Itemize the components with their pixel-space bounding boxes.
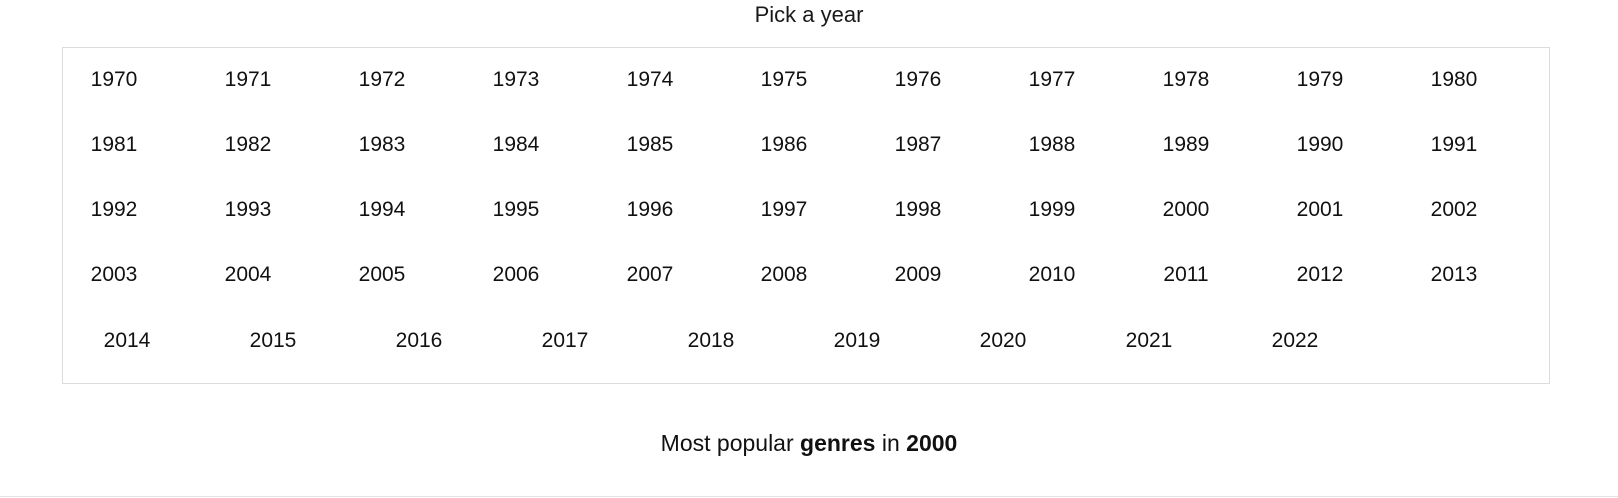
year-option[interactable]: 1972 xyxy=(358,68,406,91)
genres-heading-connector: in xyxy=(875,430,907,456)
year-option[interactable]: 1982 xyxy=(224,133,272,156)
year-option[interactable]: 2011 xyxy=(1163,263,1209,286)
year-option[interactable]: 2007 xyxy=(626,263,674,286)
section-divider xyxy=(0,496,1618,497)
year-option[interactable]: 2006 xyxy=(492,263,540,286)
year-option[interactable]: 2022 xyxy=(1271,329,1319,352)
year-option[interactable]: 1977 xyxy=(1028,68,1076,91)
genres-heading: Most popular genres in 2000 xyxy=(0,426,1618,460)
year-option[interactable]: 1990 xyxy=(1296,133,1344,156)
year-option[interactable]: 1998 xyxy=(894,198,942,221)
year-option[interactable]: 1986 xyxy=(760,133,808,156)
year-option[interactable]: 2018 xyxy=(687,329,735,352)
year-option[interactable]: 2021 xyxy=(1125,329,1173,352)
year-option[interactable]: 2014 xyxy=(103,329,151,352)
year-option[interactable]: 1974 xyxy=(626,68,674,91)
year-row: 1970 1971 1972 1973 1974 1975 1976 1977 1978 1979… xyxy=(63,60,1549,100)
year-option[interactable]: 1971 xyxy=(224,68,272,91)
year-option[interactable]: 2008 xyxy=(760,263,808,286)
genres-heading-prefix: Most popular xyxy=(660,430,801,456)
year-picker-grid: 1970 1971 1972 1973 1974 1975 1976 1977 1978 1979… xyxy=(62,47,1550,384)
year-option[interactable]: 2000 xyxy=(1162,198,1210,221)
year-option[interactable]: 2020 xyxy=(979,329,1027,352)
year-option[interactable]: 2003 xyxy=(90,263,138,286)
year-option[interactable]: 1980 xyxy=(1430,68,1478,91)
year-row: 1992 1993 1994 1995 1996 1997 1998 1999 2000 2001… xyxy=(63,190,1549,230)
year-option[interactable]: 1992 xyxy=(90,198,138,221)
year-option[interactable]: 1995 xyxy=(492,198,540,221)
year-option[interactable]: 1975 xyxy=(760,68,808,91)
year-option[interactable]: 2016 xyxy=(395,329,443,352)
year-option[interactable]: 2015 xyxy=(249,329,297,352)
year-option[interactable]: 1978 xyxy=(1162,68,1210,91)
year-option[interactable]: 1996 xyxy=(626,198,674,221)
year-option[interactable]: 2013 xyxy=(1430,263,1478,286)
year-option[interactable]: 2005 xyxy=(358,263,406,286)
year-option[interactable]: 2012 xyxy=(1296,263,1344,286)
year-option[interactable]: 1984 xyxy=(492,133,540,156)
year-option[interactable]: 1993 xyxy=(224,198,272,221)
year-option[interactable]: 1987 xyxy=(894,133,942,156)
year-row: 1981 1982 1983 1984 1985 1986 1987 1988 1989 1990… xyxy=(63,125,1549,165)
year-option[interactable]: 1997 xyxy=(760,198,808,221)
year-option[interactable]: 1983 xyxy=(358,133,406,156)
year-row: 2003 2004 2005 2006 2007 2008 2009 2010 2011 2012… xyxy=(63,255,1549,295)
page-title: Pick a year xyxy=(754,2,864,27)
year-option[interactable]: 2001 xyxy=(1296,198,1344,221)
year-option[interactable]: 1979 xyxy=(1296,68,1344,91)
year-option[interactable]: 1973 xyxy=(492,68,540,91)
year-option[interactable]: 1994 xyxy=(358,198,406,221)
year-option[interactable]: 1970 xyxy=(90,68,138,91)
year-option[interactable]: 1985 xyxy=(626,133,674,156)
year-option[interactable]: 2017 xyxy=(541,329,589,352)
year-option[interactable]: 2010 xyxy=(1028,263,1076,286)
year-option[interactable]: 1976 xyxy=(894,68,942,91)
year-option[interactable]: 2002 xyxy=(1430,198,1478,221)
year-row: 2014 2015 2016 2017 2018 2019 2020 2021 2022 xyxy=(63,321,1549,361)
year-option[interactable]: 1988 xyxy=(1028,133,1076,156)
genres-heading-year: 2000 xyxy=(906,430,958,456)
year-option[interactable]: 1981 xyxy=(90,133,138,156)
genres-heading-keyword: genres xyxy=(800,430,876,456)
year-option[interactable]: 1991 xyxy=(1430,133,1478,156)
year-option[interactable]: 2019 xyxy=(833,329,881,352)
year-option[interactable]: 1999 xyxy=(1028,198,1076,221)
year-option[interactable]: 1989 xyxy=(1162,133,1210,156)
year-option[interactable]: 2004 xyxy=(224,263,272,286)
year-option[interactable]: 2009 xyxy=(894,263,942,286)
